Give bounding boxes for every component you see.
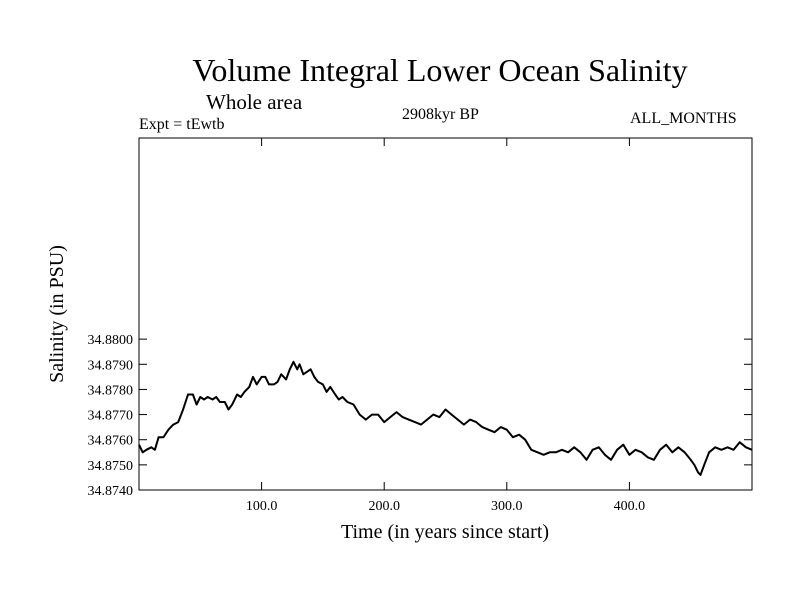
x-axis-label: Time (in years since start): [341, 521, 549, 543]
plot-frame: [138, 137, 753, 491]
y-tick-label: 34.8780: [88, 383, 134, 398]
y-tick-label: 34.8760: [88, 434, 134, 449]
y-tick-label: 34.8800: [88, 333, 134, 348]
y-axis: 34.8740 34.8750 34.8760 34.8770 34.8780 34.87…: [88, 333, 752, 499]
y-tick-label: 34.8740: [88, 484, 134, 499]
experiment-label: Expt = tEwtb: [139, 116, 225, 133]
months-label: ALL_MONTHS: [630, 110, 737, 127]
x-tick-label: 400.0: [614, 499, 646, 514]
chart-subtitle: Whole area: [206, 90, 303, 114]
x-tick-label: 100.0: [246, 499, 278, 514]
x-axis: 100.0 200.0 300.0 400.0: [246, 138, 645, 514]
chart-title: Volume Integral Lower Ocean Salinity: [192, 52, 688, 88]
y-tick-label: 34.8770: [88, 409, 134, 424]
y-tick-label: 34.8750: [88, 459, 134, 474]
salinity-series-line: [138, 360, 753, 476]
y-tick-label: 34.8790: [88, 358, 134, 373]
period-label: 2908kyr BP: [402, 106, 479, 123]
x-tick-label: 300.0: [491, 499, 523, 514]
y-axis-label: Salinity (in PSU): [46, 245, 68, 383]
x-tick-label: 200.0: [368, 499, 400, 514]
